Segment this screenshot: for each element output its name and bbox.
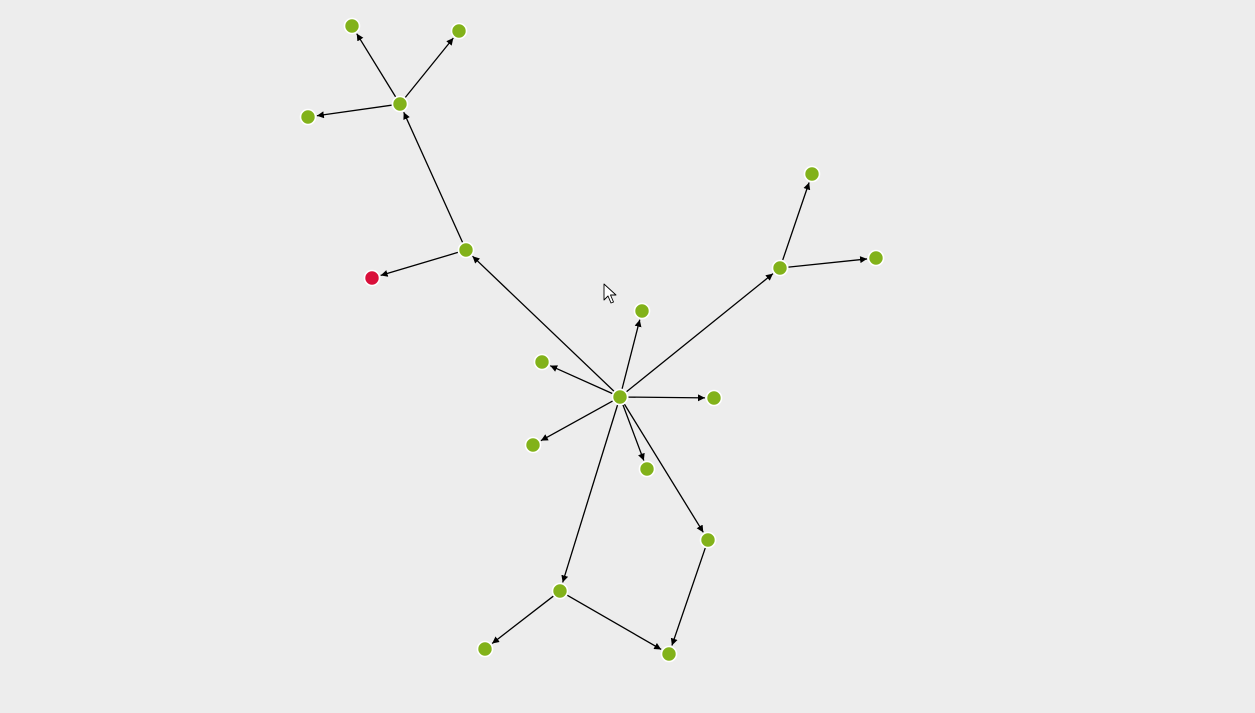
edge-f-j: [403, 111, 464, 243]
node-k[interactable]: [363, 269, 381, 287]
edge-hub-a: [621, 319, 642, 389]
node-g[interactable]: [771, 259, 789, 277]
edge-hub-i: [623, 403, 704, 533]
edge-h-r: [491, 595, 554, 645]
node-i[interactable]: [699, 531, 717, 549]
nodes-layer: [299, 17, 885, 663]
node-d[interactable]: [524, 436, 542, 454]
edge-hub-f: [472, 255, 615, 392]
edges-layer: [316, 33, 868, 651]
node-n[interactable]: [299, 108, 317, 126]
node-a[interactable]: [633, 302, 651, 320]
node-q[interactable]: [867, 249, 885, 267]
node-s[interactable]: [660, 645, 678, 663]
edge-i-s: [670, 547, 706, 646]
edge-f-k: [380, 251, 459, 277]
node-p[interactable]: [803, 165, 821, 183]
edge-g-q: [788, 256, 868, 268]
edge-j-n: [316, 104, 392, 119]
edge-g-p: [782, 182, 811, 261]
edge-hub-d: [540, 400, 613, 442]
edge-j-l: [356, 33, 397, 98]
node-h[interactable]: [551, 582, 569, 600]
edge-hub-h: [561, 404, 619, 583]
node-b[interactable]: [533, 353, 551, 371]
mouse-pointer-icon: [603, 283, 617, 304]
node-r[interactable]: [476, 640, 494, 658]
node-f[interactable]: [457, 241, 475, 259]
node-j[interactable]: [391, 95, 409, 113]
edge-hub-g: [626, 273, 774, 393]
edge-hub-b: [549, 365, 613, 395]
edge-hub-c: [628, 394, 706, 402]
edge-j-m: [404, 37, 454, 98]
node-c[interactable]: [705, 389, 723, 407]
node-l[interactable]: [343, 17, 361, 35]
node-m[interactable]: [450, 22, 468, 40]
edge-hub-e: [622, 404, 645, 461]
edge-h-s: [567, 594, 662, 651]
node-e[interactable]: [638, 460, 656, 478]
node-hub[interactable]: [611, 388, 629, 406]
